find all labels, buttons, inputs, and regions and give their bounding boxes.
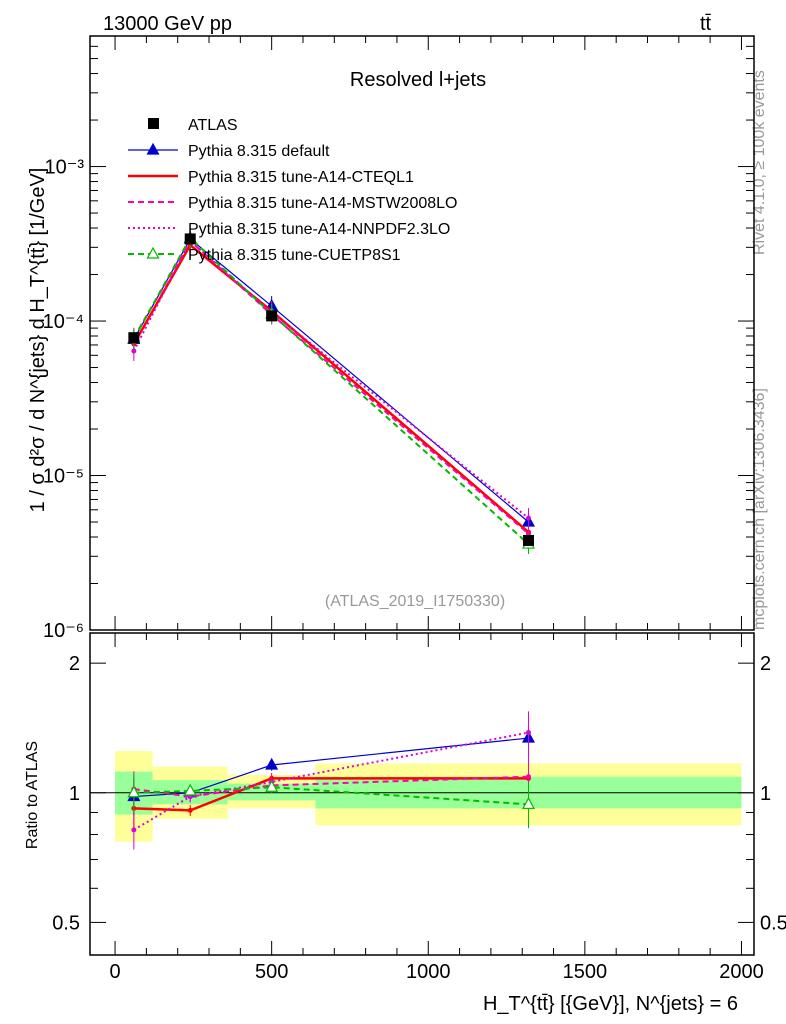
main-y-tick-label: 10⁻⁵ [43,466,84,488]
data-point-atlas [522,534,534,546]
ratio-y-tick-label-right: 1 [760,783,771,805]
series-point [131,348,137,354]
legend-label: ATLAS [188,117,238,134]
data-point-atlas [266,310,278,322]
legend-label: Pythia 8.315 tune-CUETP8S1 [188,247,401,264]
ratio-y-tick-label: 1 [69,783,80,805]
series-line-pythia-8-315-tune-a14-mstw2008lo [132,239,530,535]
main-frame [89,35,755,631]
ratio-frame [89,632,755,956]
legend: ATLAS Pythia 8.315 default Pythia 8.315 tu… [128,117,457,264]
ratio-point [131,827,137,833]
data-point-atlas [184,233,196,245]
ratio-ylabel: Ratio to ATLAS [24,741,41,849]
side-label-bottom: mcplots.cern.ch [arXiv:1306.3436] [751,388,768,630]
side-label-top: Rivet 4.1.0, ≥ 100k events [751,70,768,255]
ratio-point [525,774,531,780]
ratio-x-tick-label: 0 [109,961,120,983]
series-line-pythia-8-315-tune-a14-cteql1 [132,243,530,534]
data-point-atlas [128,332,140,344]
series-line-pythia-8-315-tune-a14-nnpdf2-3lo [132,239,530,519]
legend-label: Pythia 8.315 default [188,143,330,160]
ratio-y-tick-label: 0.5 [52,912,80,934]
ratio-point [525,730,531,736]
main-ylabel: 1 / σ d²σ / d N^{jets} d H_T^{tt̄} [1/Ge… [27,168,49,513]
ratio-x-tick-label: 1500 [563,961,608,983]
ratio-y-tick-label: 2 [69,653,80,675]
legend-label: Pythia 8.315 tune-A14-MSTW2008LO [188,195,457,212]
ratio-x-tick-label: 2000 [719,961,764,983]
ratio-y-tick-label-right: 0.5 [760,912,786,934]
ratio-line-pythia-8-315-tune-a14-nnpdf2-3lo [133,731,529,831]
series-line-pythia-8-315-tune-cuetp8s1 [132,236,530,545]
legend-label: Pythia 8.315 tune-A14-CTEQL1 [188,169,414,186]
ratio-panel: Ratio to ATLAS H_T^{tt̄} [{GeV}], N^{jet… [24,632,786,1015]
ratio-x-tick-label: 1000 [406,961,451,983]
main-title: Resolved l+jets [350,69,486,91]
watermark: (ATLAS_2019_I1750330) [325,593,505,610]
ratio-point [187,807,193,813]
ratio-xlabel: H_T^{tt̄} [{GeV}], N^{jets} = 6 [483,993,738,1015]
ratio-y-tick-label-right: 2 [760,653,771,675]
header-left: 13000 GeV pp [103,13,232,35]
ratio-line-pythia-8-315-tune-a14-cteql1 [133,777,529,812]
ratio-line-pythia-8-315-default [133,737,529,798]
header-right: tt̄ [700,13,712,35]
legend-marker [146,142,160,155]
main-y-tick-label: 10⁻⁶ [43,620,84,642]
ratio-x-tick-label: 500 [255,961,288,983]
legend-marker-atlas [148,118,159,129]
main-panel: Resolved l+jets (ATLAS_2019_I1750330) 1 … [27,35,755,642]
main-y-tick-label: 10⁻⁴ [43,311,84,333]
legend-label: Pythia 8.315 tune-A14-NNPDF2.3LO [188,221,450,238]
legend-marker [146,246,160,259]
ratio-point [183,783,197,796]
ratio-point [265,780,279,792]
series-point [525,515,531,521]
main-y-tick-label: 10⁻³ [45,157,85,179]
ratio-point [265,757,279,770]
ratio-point [521,797,536,809]
ratio-point [127,785,141,798]
